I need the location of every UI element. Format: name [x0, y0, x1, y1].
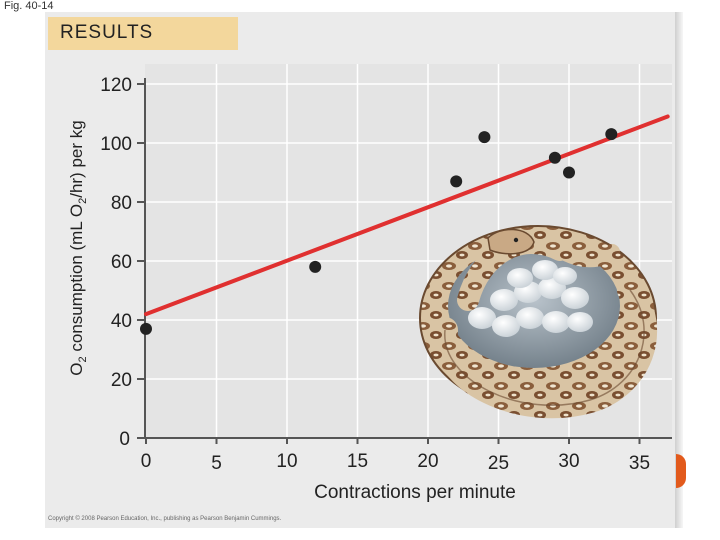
data-points — [140, 128, 618, 335]
y-axis-ticks: 0 20 40 60 80 100 120 — [100, 75, 145, 450]
data-point — [140, 322, 152, 335]
slide-edge-tab — [676, 454, 686, 488]
y-tick-label: 80 — [111, 193, 132, 214]
trend-line — [144, 114, 670, 317]
x-tick-label: 30 — [558, 451, 579, 472]
data-point — [605, 128, 618, 141]
data-point — [450, 175, 463, 188]
data-point — [563, 166, 575, 179]
results-label: RESULTS — [60, 22, 154, 43]
data-point — [478, 131, 491, 144]
x-tick-label: 5 — [211, 453, 222, 474]
x-tick-label: 35 — [629, 453, 650, 474]
x-axis-ticks: 0 5 10 15 20 25 30 35 — [141, 438, 650, 474]
y-tick-label: 40 — [111, 311, 132, 332]
x-tick-label: 10 — [276, 451, 297, 472]
figure-label: Fig. 40-14 — [4, 0, 54, 12]
y-tick-label: 0 — [119, 429, 130, 450]
x-axis-label: Contractions per minute — [314, 482, 516, 503]
y-tick-label: 20 — [111, 370, 132, 391]
y-tick-label: 100 — [100, 134, 132, 155]
python-snake-coiled-around-eggs-icon — [419, 225, 658, 419]
data-point — [548, 151, 561, 164]
x-tick-label: 25 — [488, 453, 509, 474]
data-point — [309, 260, 322, 273]
results-banner — [48, 17, 238, 50]
panel-edge-shadow — [675, 12, 683, 528]
y-tick-label: 120 — [100, 75, 132, 96]
x-tick-label: 20 — [417, 451, 438, 472]
copyright-note: Copyright © 2008 Pearson Education, Inc.… — [48, 516, 282, 522]
x-tick-label: 15 — [347, 451, 368, 472]
y-tick-label: 60 — [111, 252, 132, 273]
x-tick-label: 0 — [141, 451, 152, 472]
